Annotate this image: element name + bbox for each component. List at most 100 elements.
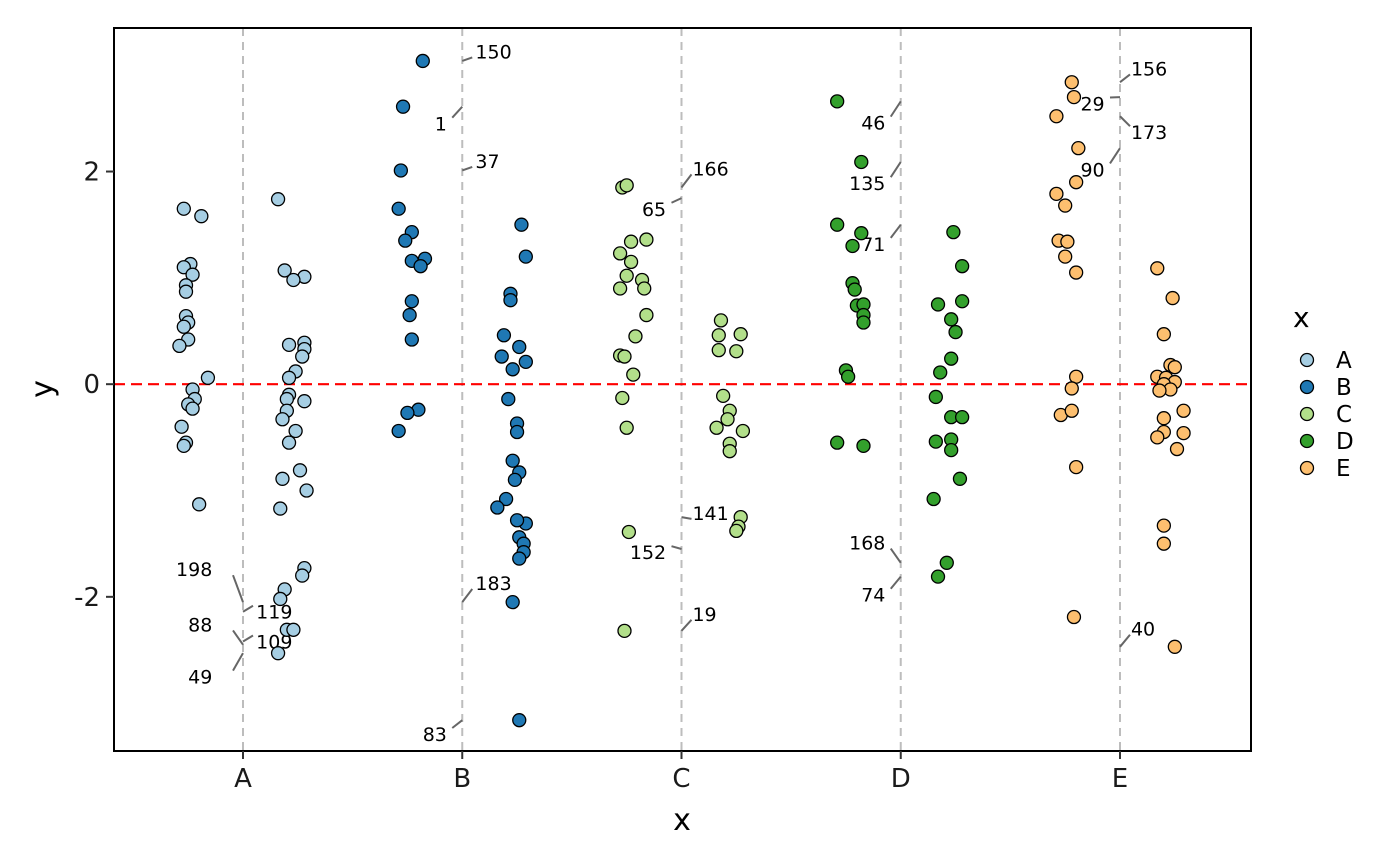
- data-point-a: [172, 338, 187, 354]
- y-tick-label: 0: [83, 370, 100, 400]
- data-point-d: [840, 369, 856, 384]
- data-point-d: [856, 438, 871, 454]
- data-point-b: [505, 362, 520, 377]
- data-point-e: [1176, 403, 1191, 418]
- data-point-c: [619, 178, 634, 193]
- data-point-e: [1069, 175, 1084, 190]
- data-point-c: [733, 327, 748, 342]
- data-point-a: [185, 267, 200, 282]
- data-point-d: [830, 217, 845, 232]
- annotation-label: 166: [692, 158, 728, 180]
- data-point-c: [617, 623, 632, 639]
- data-point-b: [398, 233, 413, 248]
- data-point-c: [713, 313, 729, 328]
- data-point-b: [490, 500, 505, 515]
- annotation-leader: [232, 574, 244, 603]
- data-point-b: [512, 713, 527, 728]
- data-point-e: [1167, 360, 1182, 375]
- data-point-d: [946, 224, 961, 240]
- data-point-a: [286, 272, 301, 288]
- annotation-leader: [889, 575, 902, 590]
- data-point-a: [185, 401, 200, 416]
- data-point-d: [845, 238, 860, 254]
- legend-title: x: [1293, 301, 1310, 334]
- data-point-c: [612, 281, 628, 296]
- data-point-a: [191, 497, 207, 512]
- data-point-c: [639, 307, 654, 323]
- x-tick-label: E: [1112, 764, 1128, 794]
- data-point-b: [413, 259, 428, 274]
- annotation-leader: [680, 173, 693, 189]
- data-point-e: [1064, 75, 1079, 90]
- data-point-a: [281, 435, 297, 450]
- data-point-b: [498, 491, 514, 507]
- data-point-a: [299, 483, 314, 498]
- data-point-c: [722, 444, 737, 459]
- data-point-a: [277, 263, 292, 278]
- annotation-label: 88: [188, 614, 212, 636]
- data-point-a: [273, 591, 288, 607]
- annotation-label: 29: [1080, 93, 1104, 115]
- data-point-e: [1156, 536, 1171, 551]
- data-point-b: [496, 328, 512, 343]
- annotation-leader: [889, 548, 902, 564]
- data-point-b: [509, 513, 525, 528]
- data-point-c: [711, 343, 726, 358]
- data-point-e: [1049, 186, 1064, 202]
- annotation-leader: [232, 652, 244, 672]
- data-point-a: [178, 284, 194, 299]
- data-point-e: [1049, 109, 1064, 124]
- data-point-c: [626, 367, 641, 382]
- annotation-leader: [671, 197, 682, 204]
- legend-marker-b: [1299, 379, 1315, 395]
- data-point-c: [628, 329, 643, 344]
- data-point-b: [404, 332, 419, 347]
- data-point-e: [1066, 89, 1082, 105]
- y-tick-label: 2: [83, 158, 100, 188]
- data-point-b: [404, 294, 419, 309]
- y-tick-label: -2: [74, 583, 100, 613]
- annotation-label: 135: [849, 173, 885, 195]
- data-point-b: [518, 354, 533, 370]
- legend-marker-a: [1299, 352, 1315, 368]
- data-point-b: [507, 472, 523, 488]
- annotation-leader: [461, 588, 474, 603]
- data-point-b: [494, 349, 509, 364]
- annotation-label: 141: [692, 503, 728, 525]
- annotation-leader: [680, 619, 693, 632]
- data-point-c: [709, 420, 724, 435]
- data-point-e: [1156, 411, 1171, 426]
- data-point-d: [926, 491, 941, 507]
- data-point-b: [512, 339, 527, 355]
- data-point-d: [948, 324, 963, 340]
- data-point-c: [621, 524, 637, 540]
- annotation-leader: [461, 56, 473, 62]
- data-point-a: [174, 419, 189, 434]
- data-point-c: [735, 423, 751, 439]
- data-point-d: [854, 154, 869, 170]
- data-point-b: [503, 293, 518, 308]
- data-point-c: [619, 268, 634, 283]
- data-point-c: [619, 420, 634, 435]
- data-point-c: [729, 523, 744, 539]
- data-point-a: [288, 423, 303, 439]
- data-point-b: [501, 391, 516, 407]
- data-point-e: [1150, 261, 1165, 276]
- annotation-label: 49: [188, 667, 212, 689]
- data-point-b: [391, 423, 406, 439]
- data-point-a: [176, 438, 191, 454]
- data-point-c: [716, 388, 731, 404]
- x-tick-label: A: [234, 764, 252, 794]
- annotation-label: 71: [861, 234, 885, 256]
- data-point-a: [281, 337, 297, 352]
- data-point-a: [270, 646, 286, 661]
- data-point-e: [1058, 198, 1073, 213]
- data-point-a: [273, 501, 288, 516]
- annotation-label: 168: [849, 533, 885, 555]
- data-point-a: [176, 201, 191, 216]
- data-point-a: [281, 370, 297, 385]
- data-point-b: [518, 249, 533, 264]
- data-point-d: [847, 282, 862, 297]
- legend-label-b: B: [1336, 375, 1352, 401]
- data-point-b: [505, 594, 520, 610]
